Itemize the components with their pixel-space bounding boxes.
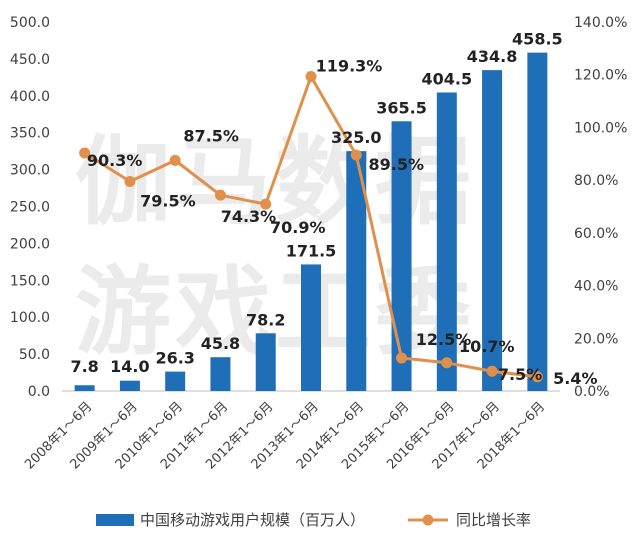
- line-series: [79, 71, 543, 383]
- bar-value-label: 365.5: [376, 98, 427, 117]
- line-value-label: 70.9%: [270, 218, 326, 237]
- y-right-tick-label: 40.0%: [574, 279, 618, 295]
- line-value-label: 119.3%: [316, 57, 383, 76]
- bar: [346, 151, 367, 391]
- line-value-label: 12.5%: [416, 330, 472, 349]
- bar-value-label: 14.0: [110, 357, 149, 376]
- line-value-label: 87.5%: [183, 126, 239, 145]
- bar-value-label: 434.8: [467, 47, 518, 66]
- line-point: [260, 198, 272, 210]
- bar: [165, 371, 186, 391]
- legend-bar-label: 中国移动游戏用户规模（百万人）: [140, 511, 365, 529]
- y-left-tick-label: 400.0: [10, 89, 50, 105]
- bar: [301, 264, 321, 391]
- bar-value-label: 171.5: [286, 241, 337, 260]
- legend-line-label: 同比增长率: [456, 511, 531, 529]
- bar: [391, 121, 412, 392]
- bar-value-label: 45.8: [201, 334, 240, 353]
- legend-line-marker: [422, 514, 434, 526]
- y-right-tick-label: 80.0%: [574, 173, 618, 189]
- y-left-tick-label: 500.0: [10, 15, 50, 31]
- y-left-tick-label: 250.0: [10, 200, 50, 216]
- y-right-tick-label: 100.0%: [574, 120, 627, 136]
- line-value-label: 79.5%: [140, 191, 196, 210]
- bar: [436, 92, 457, 391]
- line-point: [396, 352, 408, 364]
- line-value-label: 90.3%: [87, 151, 143, 170]
- bar-value-label: 325.0: [331, 128, 382, 147]
- line-value-label: 7.5%: [498, 365, 542, 384]
- line-value-label: 5.4%: [553, 369, 597, 388]
- data-labels: 7.8 14.0 26.3 45.8 78.2 171.5 325.0 365.5 404.5 4…: [70, 30, 597, 388]
- line-point: [486, 365, 498, 377]
- legend-bar-swatch: [96, 514, 134, 526]
- bar: [210, 357, 231, 391]
- bar-value-label: 26.3: [155, 349, 194, 368]
- y-left-tick-label: 450.0: [10, 52, 50, 68]
- y-right-tick-label: 20.0%: [574, 331, 618, 347]
- y-left-tick-label: 300.0: [10, 163, 50, 179]
- y-right-tick-label: 120.0%: [574, 68, 627, 84]
- line-value-label: 10.7%: [459, 337, 515, 356]
- bar: [482, 70, 503, 391]
- y-left-tick-label: 350.0: [10, 126, 50, 142]
- y-right-tick-label: 0.0%: [574, 384, 610, 400]
- line-point: [531, 371, 543, 383]
- y-left-tick-label: 150.0: [10, 273, 50, 289]
- legend: 中国移动游戏用户规模（百万人） 同比增长率: [96, 511, 531, 529]
- bar: [119, 380, 140, 391]
- y-left-tick-label: 100.0: [10, 310, 50, 326]
- y-left-tick-label: 200.0: [10, 236, 50, 252]
- y-left-tick-label: 50.0: [19, 347, 50, 363]
- bar: [74, 385, 95, 391]
- bar: [527, 52, 548, 391]
- bar-value-label: 404.5: [422, 69, 473, 88]
- bar-value-label: 78.2: [246, 310, 285, 329]
- y-left-tick-label: 0.0: [28, 384, 50, 400]
- line-point: [305, 71, 317, 83]
- bar-value-label: 458.5: [512, 30, 563, 49]
- bar: [255, 333, 276, 391]
- line-point: [441, 357, 453, 369]
- line-point: [79, 147, 91, 159]
- bar-series: [74, 52, 548, 392]
- line-point: [214, 189, 226, 201]
- y-right-tick-label: 60.0%: [574, 226, 618, 242]
- line-point: [350, 149, 362, 161]
- line-point: [169, 154, 181, 166]
- y-right-tick-label: 140.0%: [574, 15, 627, 31]
- line-value-label: 89.5%: [369, 155, 425, 174]
- bar-value-label: 7.8: [70, 357, 98, 376]
- line-point: [124, 175, 136, 187]
- line-value-label: 74.3%: [221, 207, 277, 226]
